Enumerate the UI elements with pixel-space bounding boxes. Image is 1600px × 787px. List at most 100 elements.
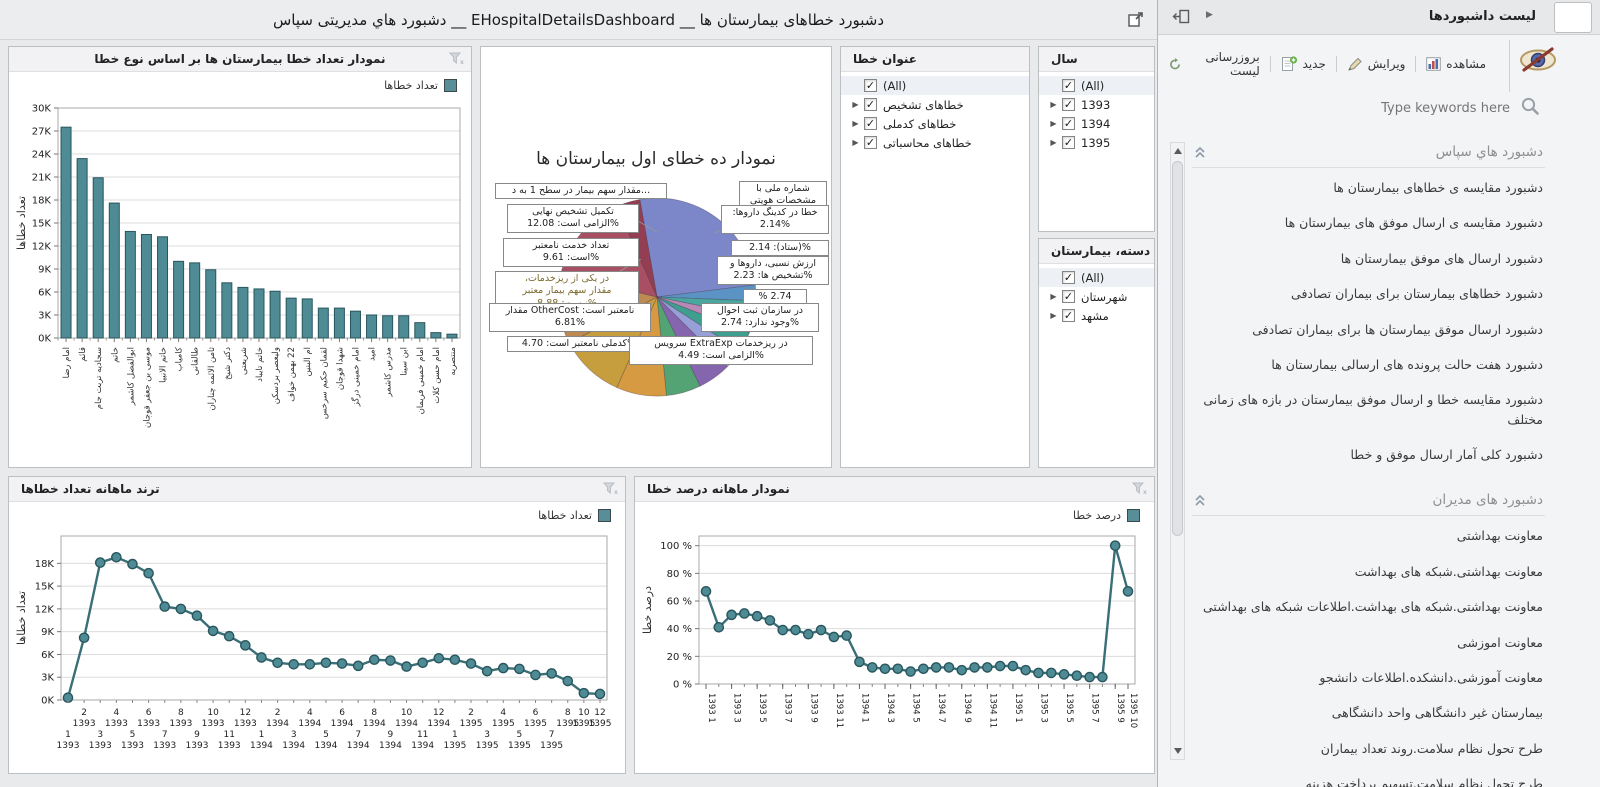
refresh-button[interactable]: بروزرسانی لیست [1158,50,1270,78]
svg-text:100 %: 100 % [660,541,692,552]
expander-icon[interactable]: ▶ [1050,100,1057,109]
filter-item-error[interactable]: ▶ ✓ خطاهای کدملی [841,114,1029,133]
checkbox[interactable]: ✓ [1062,290,1075,303]
data-point [94,557,106,568]
svg-text:1394: 1394 [379,741,402,751]
scroll-up-arrow[interactable] [1174,148,1182,154]
svg-text:1395: 1395 [443,741,466,751]
view-button[interactable]: مشاهده [1416,57,1496,71]
bar-chart: 0K 3K 6K 9K 12K 15K 18K 21K 24K 27K 30K امام رضا قائ… [15,104,461,428]
svg-text:1393: 1393 [234,719,257,729]
dashboard-list-item[interactable]: معاونت بهداشتی.شبکه های بهداشت.اطلاعات ش… [1203,599,1543,615]
dashboard-main: دشبورد خطاهای بیمارستان ها __ EHospitalD… [0,0,1157,774]
data-point [1045,667,1057,679]
dashboard-list-item[interactable]: دشبورد هفت حالت پرونده های ارسالی بیمارس… [1271,356,1543,372]
pie-callout-label: تعداد خدمت نامعتبر %است: 9.61 [503,238,639,267]
filter-item-hospital[interactable]: ▶ ✓ شهرستان [1039,287,1154,306]
svg-text:امام خمینی درگز: امام خمینی درگز [350,347,361,407]
svg-text:20 %: 20 % [667,652,692,663]
checkbox[interactable]: ✓ [864,98,877,111]
dashboard-list-item[interactable]: دشبورد ارسال های موفق بیمارستان ها [1340,250,1543,266]
filter-item-hospital[interactable]: ✓ (All) [1039,268,1154,287]
expander-icon[interactable]: ▶ [852,119,859,128]
search-icon[interactable] [1520,96,1540,120]
svg-text:6K: 6K [41,650,54,661]
svg-text:4: 4 [500,708,506,718]
data-point [207,625,219,637]
dashboard-list-item[interactable]: دشبورد ارسال موفق بیمارستان ها برای بیما… [1252,321,1543,337]
dashboard-list-item[interactable]: بیمارستان غیر دانشگاهی واحد دانشگاهی [1331,705,1543,721]
expand-arrow-icon[interactable]: ▶ [1206,10,1213,20]
dashboard-title-bar: دشبورد خطاهای بیمارستان ها __ EHospitalD… [0,0,1157,40]
collapse-chevrons-icon[interactable] [1194,494,1206,511]
checkbox[interactable]: ✓ [1062,136,1075,149]
eye-slash-icon[interactable] [1518,46,1558,78]
section-header: دشبورد هاي سپاس [1192,132,1545,168]
new-button[interactable]: جدید [1271,56,1336,72]
sidebar-scrollbar[interactable] [1170,142,1185,760]
scrollbar-thumb[interactable] [1172,161,1183,536]
filter-item-label: (All) [1081,270,1105,285]
svg-text:30K: 30K [32,104,52,115]
filter-item-year[interactable]: ✓ (All) [1039,76,1154,95]
expander-icon[interactable]: ▶ [1050,119,1057,128]
filter-item-error[interactable]: ▶ ✓ خطاهای محاسباتی [841,133,1029,152]
toolbar-separator [1335,56,1337,72]
dashboard-list-item[interactable]: دشبورد مقایسه ی خطاهای بیمارستان ها [1333,180,1543,195]
dashboard-list: دشبورد هاي سپاس دشبورد مقایسه ی خطاهای بی… [1192,132,1545,787]
dashboard-list-icon[interactable] [1554,2,1592,33]
data-point [336,658,348,669]
data-point [790,624,801,636]
filter-item-year[interactable]: ▶ ✓ 1395 [1039,133,1154,152]
dashboard-list-item[interactable]: دشبورد مقایسه ی ارسال موفق های بیمارستان… [1284,215,1543,231]
auto-hide-pin-icon[interactable] [1172,9,1190,28]
data-point [175,603,187,615]
expander-icon[interactable]: ▶ [1050,292,1057,301]
expander-icon[interactable]: ▶ [1050,138,1057,147]
dashboard-list-item[interactable]: دشبورد مقایسه خطا و ارسال موفق بیمارستان… [1203,392,1543,427]
filter-item-hospital[interactable]: ▶ ✓ مشهد [1039,306,1154,325]
checkbox[interactable]: ✓ [1062,309,1075,322]
svg-text:1394 11: 1394 11 [987,693,997,728]
checkbox[interactable]: ✓ [1062,117,1075,130]
expander-icon[interactable]: ▶ [852,138,859,147]
checkbox[interactable]: ✓ [1062,271,1075,284]
checkbox[interactable]: ✓ [864,79,877,92]
filter-item-label: خطاهای محاسباتی [883,135,972,150]
checkbox[interactable]: ✓ [864,117,877,130]
scroll-down-arrow[interactable] [1174,748,1182,754]
clear-filter-icon[interactable]: x [1131,482,1150,496]
pie-callout-label: در ریزخدمات ExtraExp سرویس %الزامی است: … [629,336,813,365]
svg-text:لقمان حکیم سرخس: لقمان حکیم سرخس [319,347,329,419]
data-point [369,654,380,666]
dashboard-list-item[interactable]: معاونت بهداشتی.شبکه های بهداشت [1354,563,1543,579]
expander-icon[interactable]: ▶ [852,100,859,109]
filter-item-error[interactable]: ✓ (All) [841,76,1029,95]
edit-button[interactable]: ویرایش [1337,57,1416,72]
dashboard-list-item[interactable]: معاونت آموزشی.دانشکده.اطلاعات دانشجو [1319,669,1543,685]
checkbox[interactable]: ✓ [864,136,877,149]
export-icon[interactable] [1127,10,1145,28]
dashboard-list-item[interactable]: دشبورد خطاهای بیمارستان برای بیماران تصا… [1291,286,1543,302]
dashboard-list-item[interactable]: دشبورد کلی آمار ارسال موفق و خطا [1350,447,1544,462]
filter-item-year[interactable]: ▶ ✓ 1394 [1039,114,1154,133]
filter-item-year[interactable]: ▶ ✓ 1393 [1039,95,1154,114]
dashboard-list-item[interactable]: معاونت بهداشتی [1456,528,1543,544]
collapse-chevrons-icon[interactable] [1194,146,1206,163]
filter-item-error[interactable]: ▶ ✓ خطاهای تشخیص [841,95,1029,114]
sidebar-search [1342,96,1540,120]
page-title: دشبورد خطاهای بیمارستان ها __ EHospitalD… [272,10,885,29]
dashboard-list-item[interactable]: طرح تحول نظام سلامت.روند تعداد بیماران [1320,740,1543,756]
svg-text:تعداد خطاها: تعداد خطاها [15,591,28,645]
clear-filter-icon[interactable]: x [448,52,467,66]
svg-text:9K: 9K [38,265,51,276]
checkbox[interactable]: ✓ [1062,79,1075,92]
clear-filter-icon[interactable]: x [602,482,621,496]
svg-text:1393: 1393 [73,719,96,729]
dashboard-list-item[interactable]: طرح تحول نظام سلامت.تسهیم پرداخت هزینه [1305,776,1543,787]
search-input[interactable] [1342,99,1512,117]
dashboard-list-item[interactable]: معاونت اموزشی [1457,634,1543,650]
percent-chart-title: نمودار ماهانه درصد خطا [647,482,790,496]
checkbox[interactable]: ✓ [1062,98,1075,111]
expander-icon[interactable]: ▶ [1050,311,1057,320]
